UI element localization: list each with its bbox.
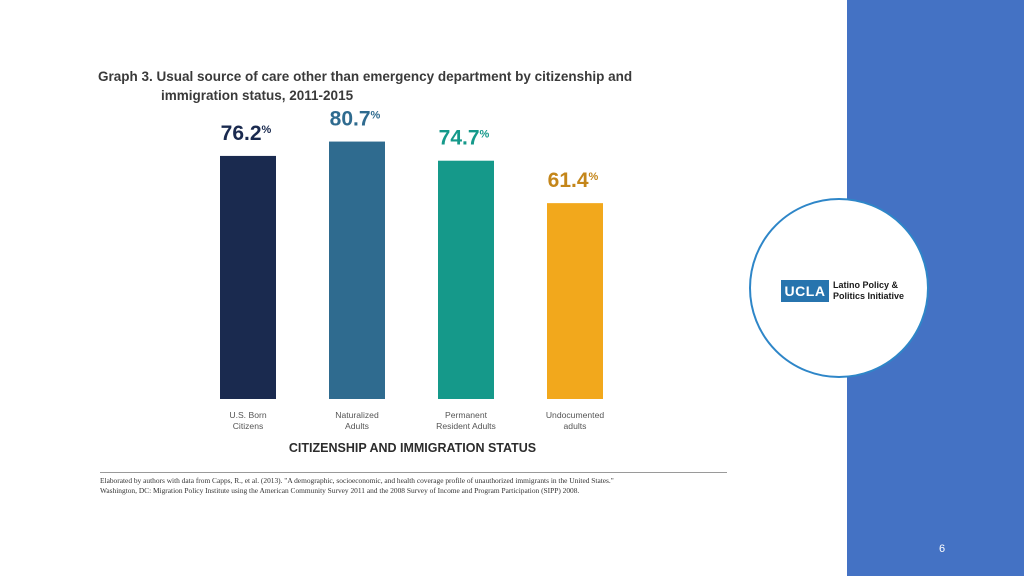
data-label-4: 61.4%: [548, 169, 599, 192]
slide: Graph 3. Usual source of care other than…: [0, 0, 1024, 576]
category-label-1-line-1: U.S. Born: [229, 410, 266, 420]
logo-badge: UCLA Latino Policy & Politics Initiative: [749, 198, 929, 378]
lppi-logo-text: Latino Policy & Politics Initiative: [833, 280, 913, 302]
data-label-3: 74.7%: [439, 127, 490, 150]
source-line-2: Washington, DC: Migration Policy Institu…: [100, 486, 740, 496]
bar-4: [547, 203, 603, 399]
bar-2: [329, 142, 385, 399]
category-label-1-line-2: Citizens: [233, 421, 264, 431]
source-line-1: Elaborated by authors with data from Cap…: [100, 476, 740, 486]
category-label-3-line-1: Permanent: [445, 410, 488, 420]
bar-3: [438, 161, 494, 399]
category-label-2-line-1: Naturalized: [335, 410, 379, 420]
source-divider: [100, 472, 727, 473]
bar-1: [220, 156, 276, 399]
lppi-line-1: Latino Policy &: [833, 280, 913, 291]
category-label-2-line-2: Adults: [345, 421, 369, 431]
data-label-1: 76.2%: [221, 122, 272, 145]
category-label-4-line-1: Undocumented: [546, 410, 605, 420]
source-note: Elaborated by authors with data from Cap…: [100, 476, 740, 496]
category-label-4-line-2: adults: [564, 421, 587, 431]
x-axis-title: CITIZENSHIP AND IMMIGRATION STATUS: [200, 441, 625, 455]
ucla-logo: UCLA: [781, 280, 829, 302]
page-number: 6: [930, 543, 954, 555]
data-label-2: 80.7%: [330, 108, 381, 131]
category-label-3-line-2: Resident Adults: [436, 421, 496, 431]
lppi-line-2: Politics Initiative: [833, 291, 913, 302]
